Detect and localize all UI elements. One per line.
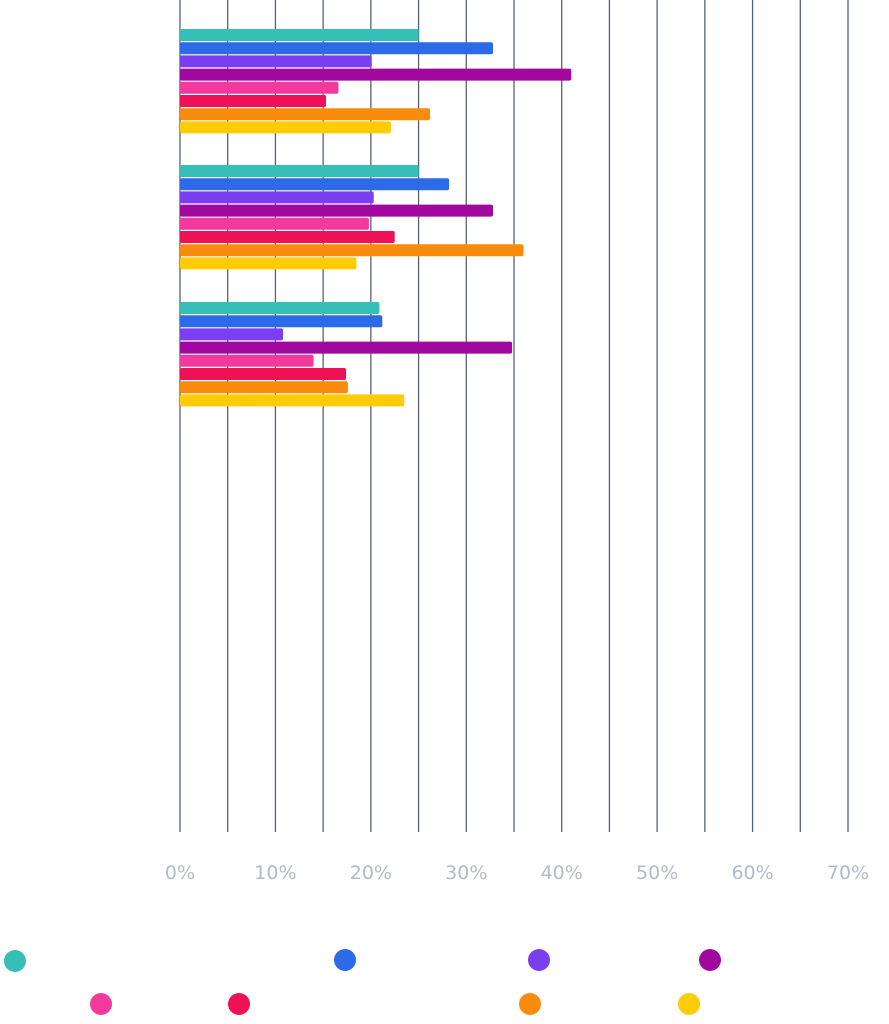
x-tick-label: 40%: [541, 862, 583, 884]
bar-group-2-series-5: [180, 217, 369, 230]
bar-group-1-series-6: [180, 95, 327, 107]
bar-group-3-series-8: [180, 394, 405, 407]
x-tick-label: 70%: [827, 862, 869, 884]
bar-group-1-series-8: [180, 121, 391, 134]
bar-group-2-series-6: [180, 231, 395, 243]
bar-group-1-series-5: [180, 81, 339, 94]
x-tick-label: 60%: [731, 862, 773, 884]
bar-group-2-series-3: [180, 191, 374, 204]
bar-group-2-series-1: [180, 165, 419, 177]
bar-group-3-series-3: [180, 328, 284, 341]
bar-group-3-series-5: [180, 354, 314, 367]
bar-group-1-series-2: [180, 42, 494, 55]
x-tick-label: 50%: [636, 862, 678, 884]
gridlines: [179, 0, 849, 832]
bar-group-3-series-4: [180, 341, 513, 354]
bar-group-3-series-7: [180, 381, 348, 394]
x-tick-label: 0%: [165, 862, 195, 884]
bar-group-3-series-2: [180, 315, 383, 328]
x-tick-label: 30%: [445, 862, 487, 884]
x-tick-label: 10%: [254, 862, 296, 884]
bar-group-1-series-7: [180, 108, 431, 121]
bar-group-3-series-1: [180, 302, 380, 314]
bars: [180, 29, 572, 407]
bar-group-3-series-6: [180, 368, 347, 380]
bar-group-2-series-4: [180, 204, 494, 217]
bar-group-2-series-7: [180, 244, 524, 257]
x-tick-label: 20%: [350, 862, 392, 884]
bar-group-2-series-2: [180, 178, 450, 191]
bar-group-1-series-3: [180, 55, 372, 68]
x-axis-ticks: 0% 10% 20% 30% 40% 50% 60% 70%: [165, 862, 869, 884]
bar-group-2-series-8: [180, 257, 357, 270]
bar-group-1-series-4: [180, 68, 572, 81]
bar-group-1-series-1: [180, 29, 419, 41]
